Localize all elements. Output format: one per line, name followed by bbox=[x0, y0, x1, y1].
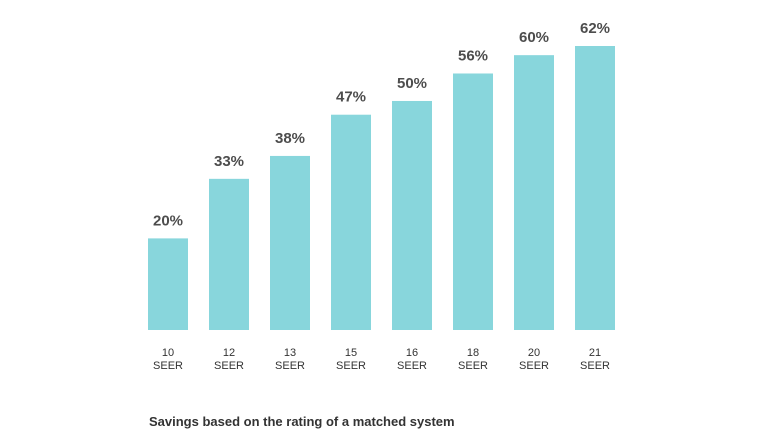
bar bbox=[514, 55, 554, 331]
bar-value-label: 60% bbox=[519, 29, 549, 46]
bars-group bbox=[148, 46, 615, 331]
x-tick-label: 18 SEER bbox=[458, 347, 488, 372]
chart-caption: Savings based on the rating of a matched… bbox=[149, 414, 455, 429]
bar-value-label: 38% bbox=[275, 130, 305, 147]
bar-value-label: 47% bbox=[336, 89, 366, 106]
x-tick-label: 12 SEER bbox=[214, 347, 244, 372]
bar bbox=[148, 238, 188, 330]
x-tick-label: 16 SEER bbox=[397, 347, 427, 372]
x-tick-label: 21 SEER bbox=[580, 347, 610, 372]
x-tick-label: 20 SEER bbox=[519, 347, 549, 372]
bar bbox=[575, 46, 615, 330]
x-tick-labels-group: 10 SEER 12 SEER 13 SEER 15 SEER 16 SEER 18 SEER 20 SE… bbox=[153, 347, 610, 372]
bar-chart: 20% 33% 38% 47% 50% 56% 60% 62% 10 SEER 12 SEER 13 S… bbox=[148, 20, 615, 372]
x-tick-label: 13 SEER bbox=[275, 347, 305, 372]
bar-value-label: 33% bbox=[214, 153, 244, 170]
bar-value-label: 20% bbox=[153, 212, 183, 229]
bar bbox=[331, 114, 371, 330]
bar bbox=[270, 155, 310, 330]
value-labels-group: 20% 33% 38% 47% 50% 56% 60% 62% bbox=[153, 20, 610, 229]
bar bbox=[453, 73, 493, 330]
x-tick-label: 15 SEER bbox=[336, 347, 366, 372]
bar-value-label: 56% bbox=[458, 47, 488, 64]
x-tick-label: 10 SEER bbox=[153, 347, 183, 372]
bar bbox=[392, 100, 432, 330]
bar-value-label: 50% bbox=[397, 75, 427, 92]
bar bbox=[209, 178, 249, 330]
bar-value-label: 62% bbox=[580, 20, 610, 37]
